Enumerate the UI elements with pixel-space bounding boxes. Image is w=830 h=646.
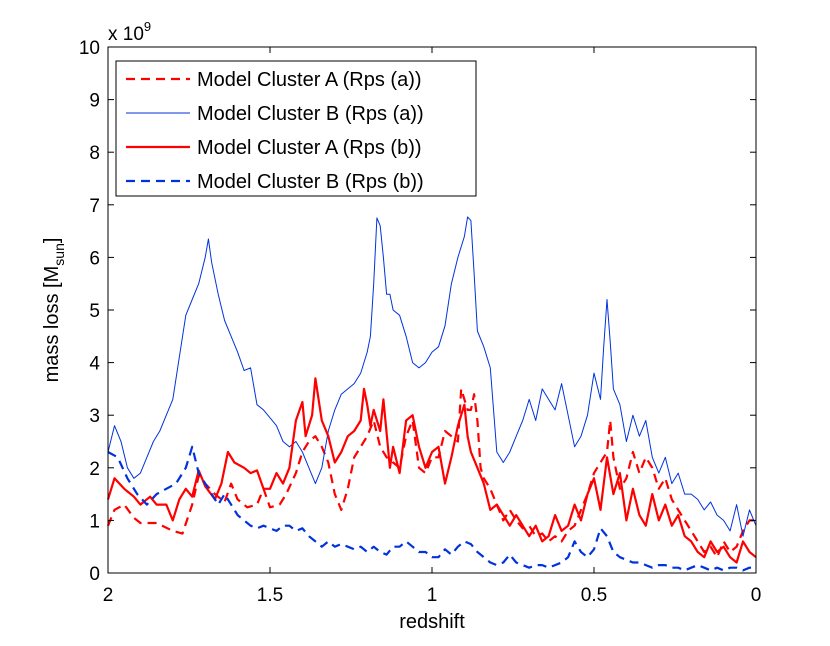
legend-label-3: Model Cluster A (Rps (b)): [197, 137, 422, 159]
y-tick-label: 6: [89, 248, 100, 269]
x-tick-label: 0: [751, 585, 762, 606]
y-axis-label: mass loss [Msun]: [41, 238, 67, 383]
y-tick-label: 7: [89, 196, 100, 217]
series-layer: [106, 216, 757, 572]
y-tick-label: 3: [89, 406, 100, 427]
y-tick-label: 2: [89, 459, 100, 480]
legend-label-4: Model Cluster B (Rps (b)): [197, 171, 424, 193]
x-tick-label: 2: [103, 585, 114, 606]
series-line-1: [106, 387, 756, 559]
x-tick-label: 1.5: [257, 585, 283, 606]
y-tick-label: 9: [89, 91, 100, 112]
y-tick-label: 10: [79, 38, 100, 59]
y-tick-label: 8: [89, 143, 100, 164]
y-tick-label: 1: [89, 511, 100, 532]
series-line-4: [107, 445, 756, 572]
x-tick-label: 1: [427, 585, 438, 606]
y-tick-label: 4: [89, 354, 100, 375]
series-line-2: [107, 216, 757, 537]
x-tick-label: 0.5: [581, 585, 607, 606]
y-multiplier: x 109: [108, 19, 151, 45]
legend-items: Model Cluster A (Rps (a)) Model Cluster B…: [126, 69, 424, 193]
series-line-3: [106, 377, 757, 564]
y-tick-label: 0: [89, 564, 100, 585]
legend-label-1: Model Cluster A (Rps (a)): [197, 69, 422, 91]
ticks-layer: 2 1.5 1 0.5 0 0 1 2 3 4 5 6 7 8 9 10: [79, 38, 761, 606]
y-tick-label: 5: [89, 301, 100, 322]
x-axis-label: redshift: [399, 611, 465, 633]
legend-label-2: Model Cluster B (Rps (a)): [197, 103, 424, 125]
legend-box: [115, 60, 477, 197]
legend: Model Cluster A (Rps (a)) Model Cluster B…: [115, 60, 477, 197]
